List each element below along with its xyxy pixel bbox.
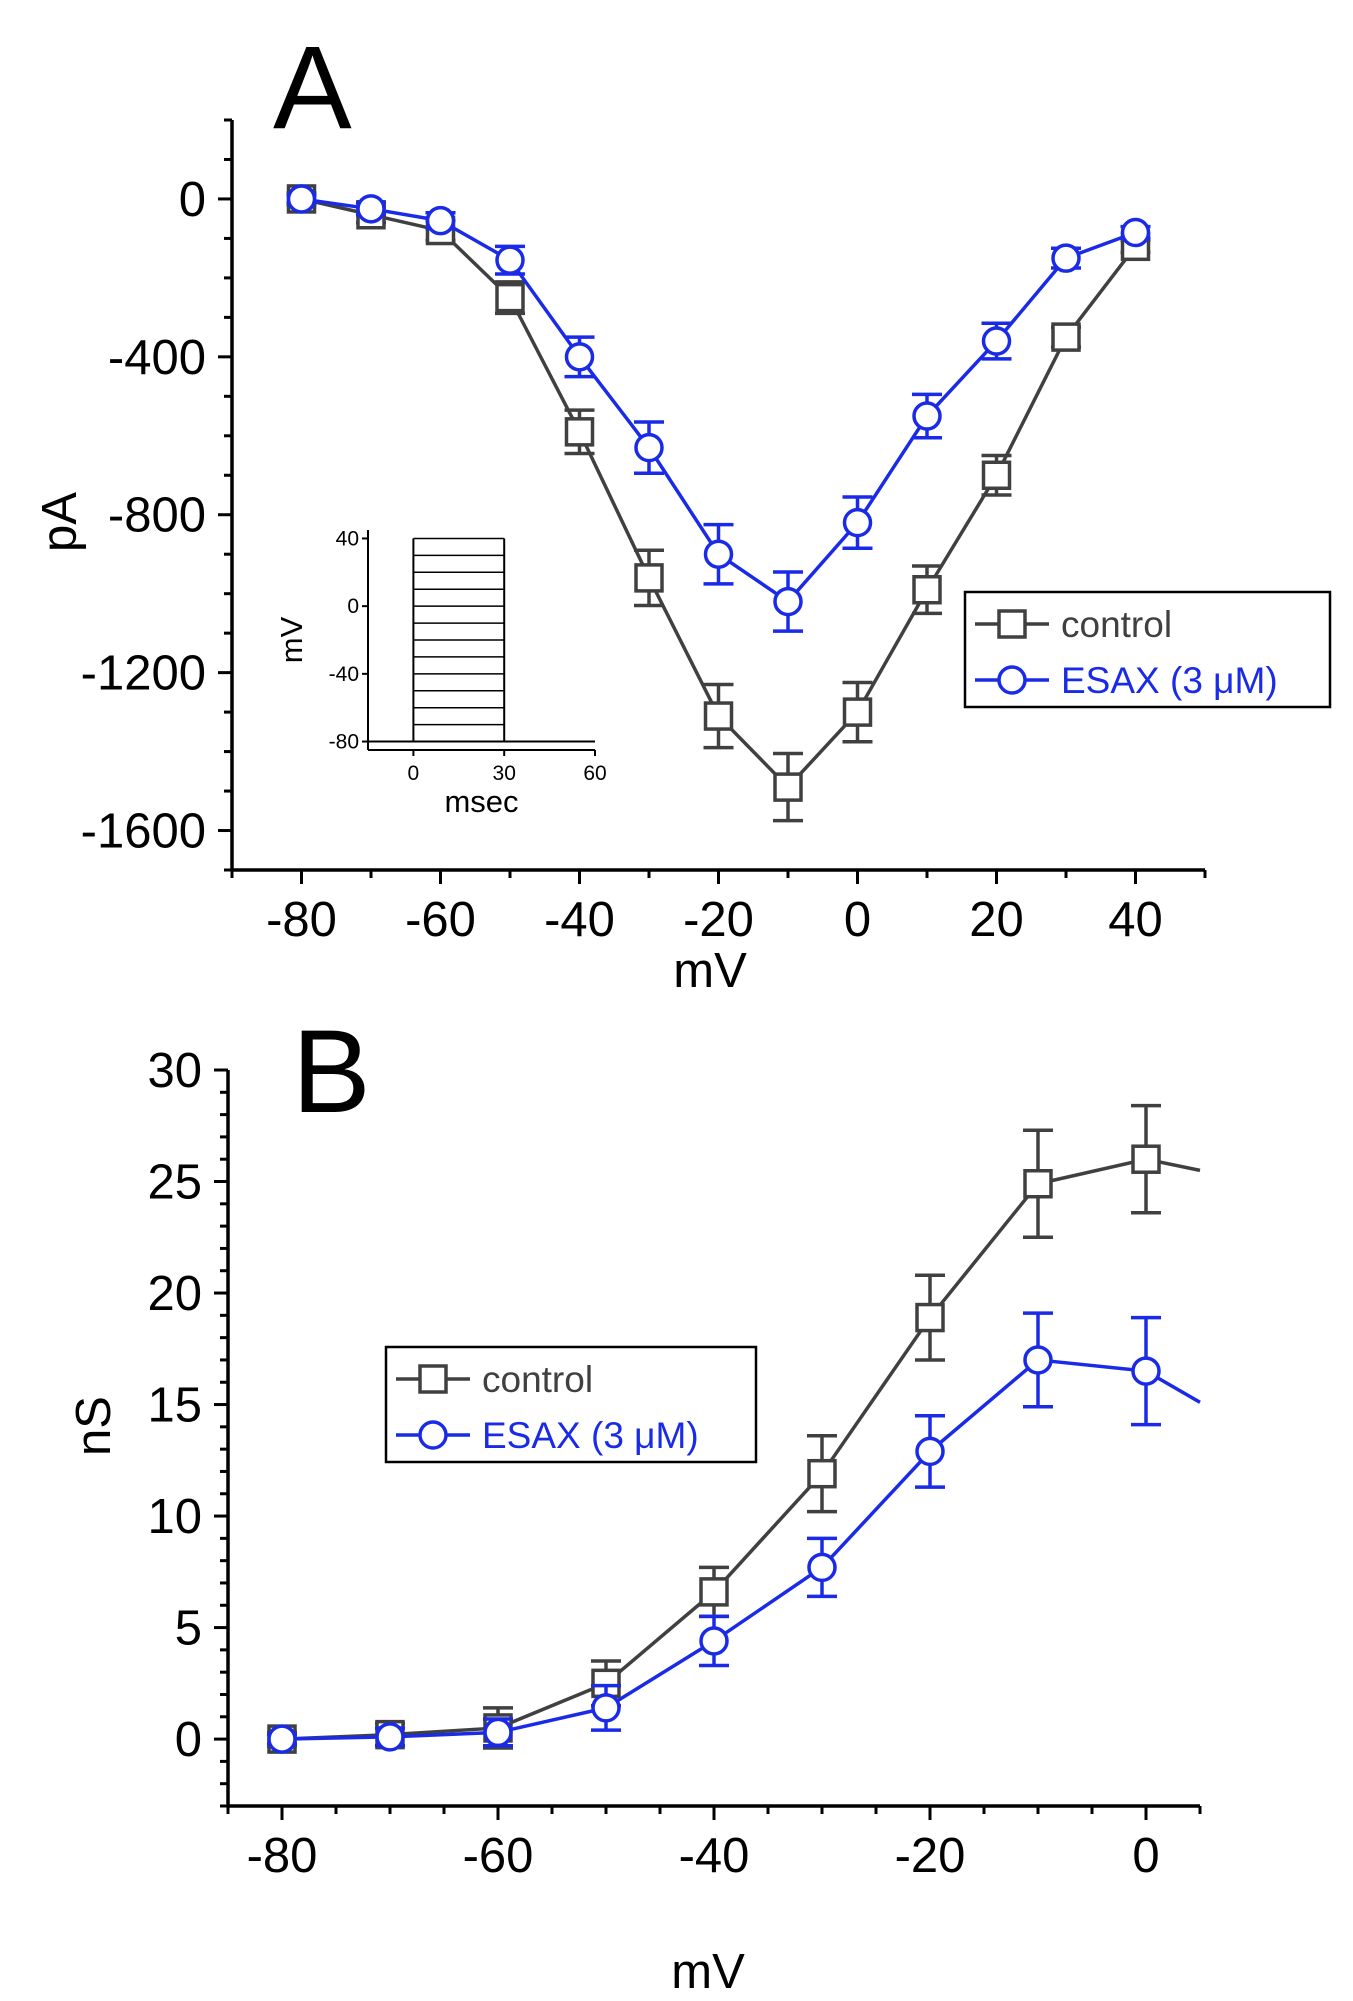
panel-1-data-point-control <box>699 1577 729 1607</box>
panel-1-data-point-esax <box>483 1717 513 1748</box>
panel-a-y-title: pA <box>33 492 87 552</box>
panel-label-b: B <box>292 1006 371 1138</box>
panel-1-y-tick-label: 15 <box>147 1379 202 1433</box>
panel-0-legend-marker <box>997 609 1027 639</box>
panel-0-data-point-control <box>564 417 595 447</box>
panel-1-legend-marker <box>418 1420 448 1450</box>
panel-0-data-point-control <box>1051 322 1081 352</box>
panel-0-y-tick-label: -400 <box>108 331 206 385</box>
panel-0-legend-label: ESAX (3 μM) <box>1061 660 1278 701</box>
panel-1-data-point-control <box>1131 1144 1161 1174</box>
panel-0-data-point-esax <box>912 401 942 431</box>
panel-1-x-tick-label: -60 <box>463 1829 534 1883</box>
panel-0-x-tick-label: -80 <box>266 893 337 947</box>
panel-0-x-tick-label: -60 <box>405 893 476 947</box>
panel-1-y-tick-label: 20 <box>147 1267 202 1321</box>
panel-0-y-tick-label: -800 <box>108 489 206 543</box>
inset-y-tick-label: -40 <box>329 663 359 686</box>
panel-1-y-tick-label: 5 <box>175 1602 202 1656</box>
panel-0-data-point-control <box>495 282 525 313</box>
panel-1-data-point-esax <box>1023 1345 1053 1375</box>
panel-0-x-tick-label: 20 <box>969 893 1024 947</box>
panel-1-legend-label: control <box>482 1359 593 1400</box>
panel-b-x-title: mV <box>671 1945 745 1999</box>
panel-label-a: A <box>273 22 352 154</box>
panel-0-data-point-esax <box>634 432 664 463</box>
panel-0-x-tick-label: 40 <box>1108 893 1163 947</box>
panel-1-x-tick-label: 0 <box>1132 1829 1159 1883</box>
panel-0-x-tick-label: 0 <box>844 893 871 947</box>
inset-x-tick-label: 0 <box>408 762 420 785</box>
inset-y-tick-label: 40 <box>336 527 359 550</box>
panel-1-y-tick-label: 10 <box>147 1490 202 1544</box>
panel-0-data-point-esax <box>1120 217 1151 248</box>
panel-0-data-point-control <box>981 460 1012 491</box>
panel-b-plot: -80 -60 -40 -20 0 0 5 10 15 20 25 30 control ESAX (3 … <box>147 1044 1202 1883</box>
inset-x-tick-label: 30 <box>493 762 516 785</box>
panel-0-y-tick-label: -1200 <box>81 647 206 701</box>
panel-1-x-tick-label: -20 <box>895 1829 966 1883</box>
panel-0-data-point-control <box>773 772 803 802</box>
panel-0-data-point-esax <box>773 586 803 617</box>
panel-1-x-tick-label: -80 <box>247 1829 318 1883</box>
panel-0-data-point-esax <box>495 245 525 275</box>
panel-0-data-point-control <box>842 697 873 727</box>
panel-1-y-tick-label: 25 <box>147 1156 202 1210</box>
panel-0-x-tick-label: -40 <box>544 893 615 947</box>
panel-1-data-point-esax <box>699 1626 729 1656</box>
panel-0-data-point-control <box>703 701 734 731</box>
panel-1-legend-label: ESAX (3 μM) <box>482 1415 699 1456</box>
inset-x-title: msec <box>444 784 518 819</box>
panel-a-inset: 0 30 60 40 0 -40 -80 msec mV <box>274 527 607 819</box>
panel-0-data-point-control <box>912 574 942 605</box>
panel-0-data-point-esax <box>842 507 873 538</box>
panel-0-data-point-esax <box>564 342 595 372</box>
panel-0-data-point-esax <box>981 326 1012 356</box>
panel-0-x-tick-label: -20 <box>683 893 754 947</box>
panel-0-data-point-esax <box>286 184 317 214</box>
panel-0-data-point-esax <box>356 194 386 224</box>
panel-1-legend-marker <box>418 1364 448 1394</box>
panel-1-series-line-control <box>281 1157 1201 1741</box>
panel-0-data-point-control <box>634 563 664 593</box>
panel-0-legend-label: control <box>1061 604 1172 645</box>
panel-b-y-title: nS <box>67 1396 121 1456</box>
panel-0-data-point-esax <box>425 205 456 236</box>
panel-1-data-point-control <box>1023 1168 1053 1199</box>
panel-1-data-point-esax <box>1131 1356 1161 1386</box>
panel-1-data-point-control <box>807 1458 837 1489</box>
panel-1-series-line-esax <box>281 1358 1201 1741</box>
panel-1-x-tick-label: -40 <box>679 1829 750 1883</box>
panel-a-x-title: mV <box>673 944 747 998</box>
panel-0-data-point-esax <box>703 539 734 569</box>
panel-0-legend-marker <box>997 665 1027 695</box>
panel-0-y-tick-label: -1600 <box>81 805 206 859</box>
panel-1-data-point-esax <box>807 1552 837 1583</box>
panel-0-data-point-esax <box>1051 243 1081 273</box>
panel-1-y-tick-label: 0 <box>175 1713 202 1767</box>
inset-y-tick-label: -80 <box>329 731 359 754</box>
inset-y-tick-label: 0 <box>347 595 359 618</box>
panel-1-y-tick-label: 30 <box>147 1044 202 1098</box>
panel-a-plot: -80 -60 -40 -20 0 20 400-400-800-1200-1600cont… <box>81 118 1332 947</box>
inset-y-title: mV <box>274 616 309 663</box>
panel-1-data-point-esax <box>915 1436 945 1467</box>
inset-x-tick-label: 60 <box>583 762 606 785</box>
panel-1-data-point-esax <box>375 1722 405 1752</box>
panel-1-data-point-esax <box>267 1724 297 1754</box>
panel-1-data-point-control <box>915 1302 945 1333</box>
panel-0-y-tick-label: 0 <box>179 173 206 227</box>
panel-1-data-point-esax <box>591 1693 621 1723</box>
